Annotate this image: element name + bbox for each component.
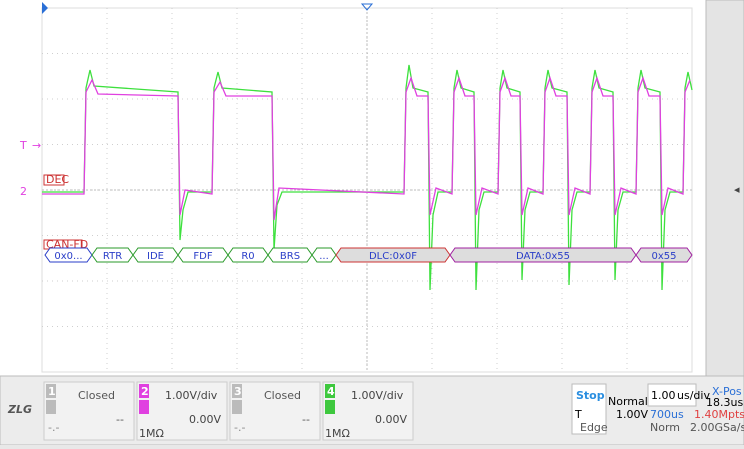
channel-number: 4 xyxy=(327,385,335,398)
memory: 1.40Mpts xyxy=(694,408,744,421)
trig-type[interactable]: Edge xyxy=(580,421,608,434)
channel-scale[interactable]: 1.00V/div xyxy=(165,389,218,402)
channel-panel[interactable] xyxy=(43,381,135,441)
decode-field: DATA:0x55 xyxy=(516,251,570,262)
trig-mode[interactable]: Normal xyxy=(608,395,648,408)
trig-label: T xyxy=(574,408,582,421)
timebase-unit: us/div xyxy=(677,389,710,402)
decode-field: DLC:0x0F xyxy=(369,251,417,262)
dec-tag-box xyxy=(43,174,65,186)
xpos-label: X-Pos xyxy=(712,385,742,398)
channel-number: 1 xyxy=(48,385,56,398)
pos-marker xyxy=(42,2,48,14)
decode-field: ... xyxy=(319,251,329,262)
timebase[interactable]: 1.00 xyxy=(651,389,676,402)
channel-offset[interactable]: 0.00V xyxy=(189,413,221,426)
decode-field: 0x55 xyxy=(651,251,676,262)
decode-field: FDF xyxy=(193,251,212,262)
run-box[interactable] xyxy=(571,383,607,435)
sample-rate: 2.00GSa/s xyxy=(690,421,744,434)
arrow: → xyxy=(32,139,41,152)
trigger-pos xyxy=(360,3,374,11)
channel-state[interactable]: Closed xyxy=(78,389,115,402)
trig-level[interactable]: 1.00V xyxy=(616,408,648,421)
decode-field: RTR xyxy=(103,251,122,262)
channel-scale[interactable]: 1.00V/div xyxy=(351,389,404,402)
ch2-wave xyxy=(42,76,691,221)
channel-badge xyxy=(325,384,335,398)
channel-offset: -- xyxy=(302,413,310,426)
side-panel[interactable] xyxy=(705,0,744,377)
channel-badge xyxy=(46,384,56,398)
channel-number: 2 xyxy=(141,385,149,398)
decode-field: BRS xyxy=(280,251,300,262)
channel-panel[interactable] xyxy=(229,381,321,441)
decode-field: R0 xyxy=(241,251,254,262)
channel-number: 3 xyxy=(234,385,242,398)
acq: Norm xyxy=(650,421,680,434)
record-time: 700us xyxy=(650,408,684,421)
channel-extra: -.- xyxy=(234,421,245,434)
logo: ZLG xyxy=(7,403,32,416)
channel-badge xyxy=(139,384,149,398)
run-state[interactable]: Stop xyxy=(576,389,605,402)
channel-sub xyxy=(46,400,56,414)
channel-panel[interactable] xyxy=(322,381,414,441)
trigger-marker: T xyxy=(19,139,27,152)
channel-offset[interactable]: 0.00V xyxy=(375,413,407,426)
decode-field-box xyxy=(635,247,693,263)
channel-sub xyxy=(232,400,242,414)
channel-state[interactable]: Closed xyxy=(264,389,301,402)
channel-offset: -- xyxy=(116,413,124,426)
timebase-box[interactable] xyxy=(647,383,697,407)
channel-sub xyxy=(139,400,149,414)
decode-field: IDE xyxy=(147,251,164,262)
channel-badge xyxy=(232,384,242,398)
screen xyxy=(0,0,706,376)
channel-coupling: 1MΩ xyxy=(139,427,164,440)
channel-panel[interactable] xyxy=(136,381,228,441)
decode-field: 0x0... xyxy=(54,251,82,262)
dec-tag: DEC xyxy=(46,173,69,186)
channel-sub xyxy=(325,400,335,414)
side-arrow[interactable]: ◂ xyxy=(734,183,740,196)
channel-extra: -.- xyxy=(48,421,59,434)
decode-bus: 0x0... RTR IDE FDF R0 BRS... DLC:0x0F DATA:0x55… xyxy=(44,247,693,263)
xpos[interactable]: 18.3us xyxy=(706,396,743,409)
channel-marker: 2 xyxy=(20,185,27,198)
channel-coupling: 1MΩ xyxy=(325,427,350,440)
